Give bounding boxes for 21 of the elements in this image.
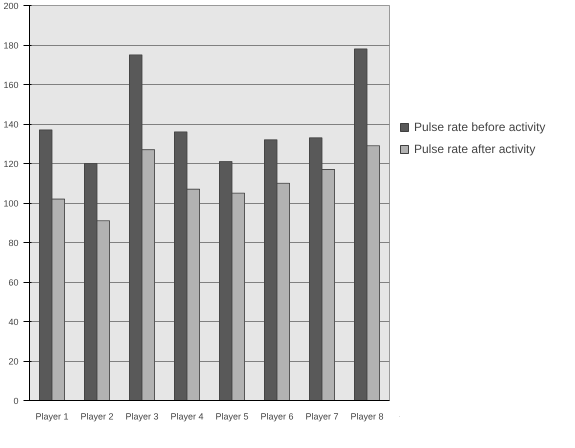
y-tick-label: 200 (3, 1, 19, 11)
y-tick-label: 100 (3, 198, 19, 208)
legend-label: Pulse rate before activity (414, 120, 546, 134)
x-tick-label: Player 1 (35, 412, 69, 422)
y-tick-label: 0 (13, 396, 19, 406)
y-tick-label: 60 (8, 278, 19, 288)
y-tick-label: 80 (8, 238, 19, 248)
x-tick-label: Player 5 (215, 412, 249, 422)
y-tick-label: 40 (8, 317, 19, 327)
x-tick-label: Player 8 (350, 412, 384, 422)
y-tick-label: 20 (8, 356, 19, 366)
legend-label: Pulse rate after activity (414, 142, 536, 156)
x-tick-label: Player 2 (80, 412, 114, 422)
y-tick-label: 160 (3, 80, 19, 90)
x-tick-label: Player 3 (125, 412, 159, 422)
y-tick-label: 180 (3, 40, 19, 50)
x-tick-label: Player 6 (260, 412, 294, 422)
x-tick-label: Player 7 (305, 412, 339, 422)
x-tick-label: Player 4 (170, 412, 204, 422)
y-tick-label: 140 (3, 120, 19, 130)
y-tick-label: 120 (3, 159, 19, 169)
